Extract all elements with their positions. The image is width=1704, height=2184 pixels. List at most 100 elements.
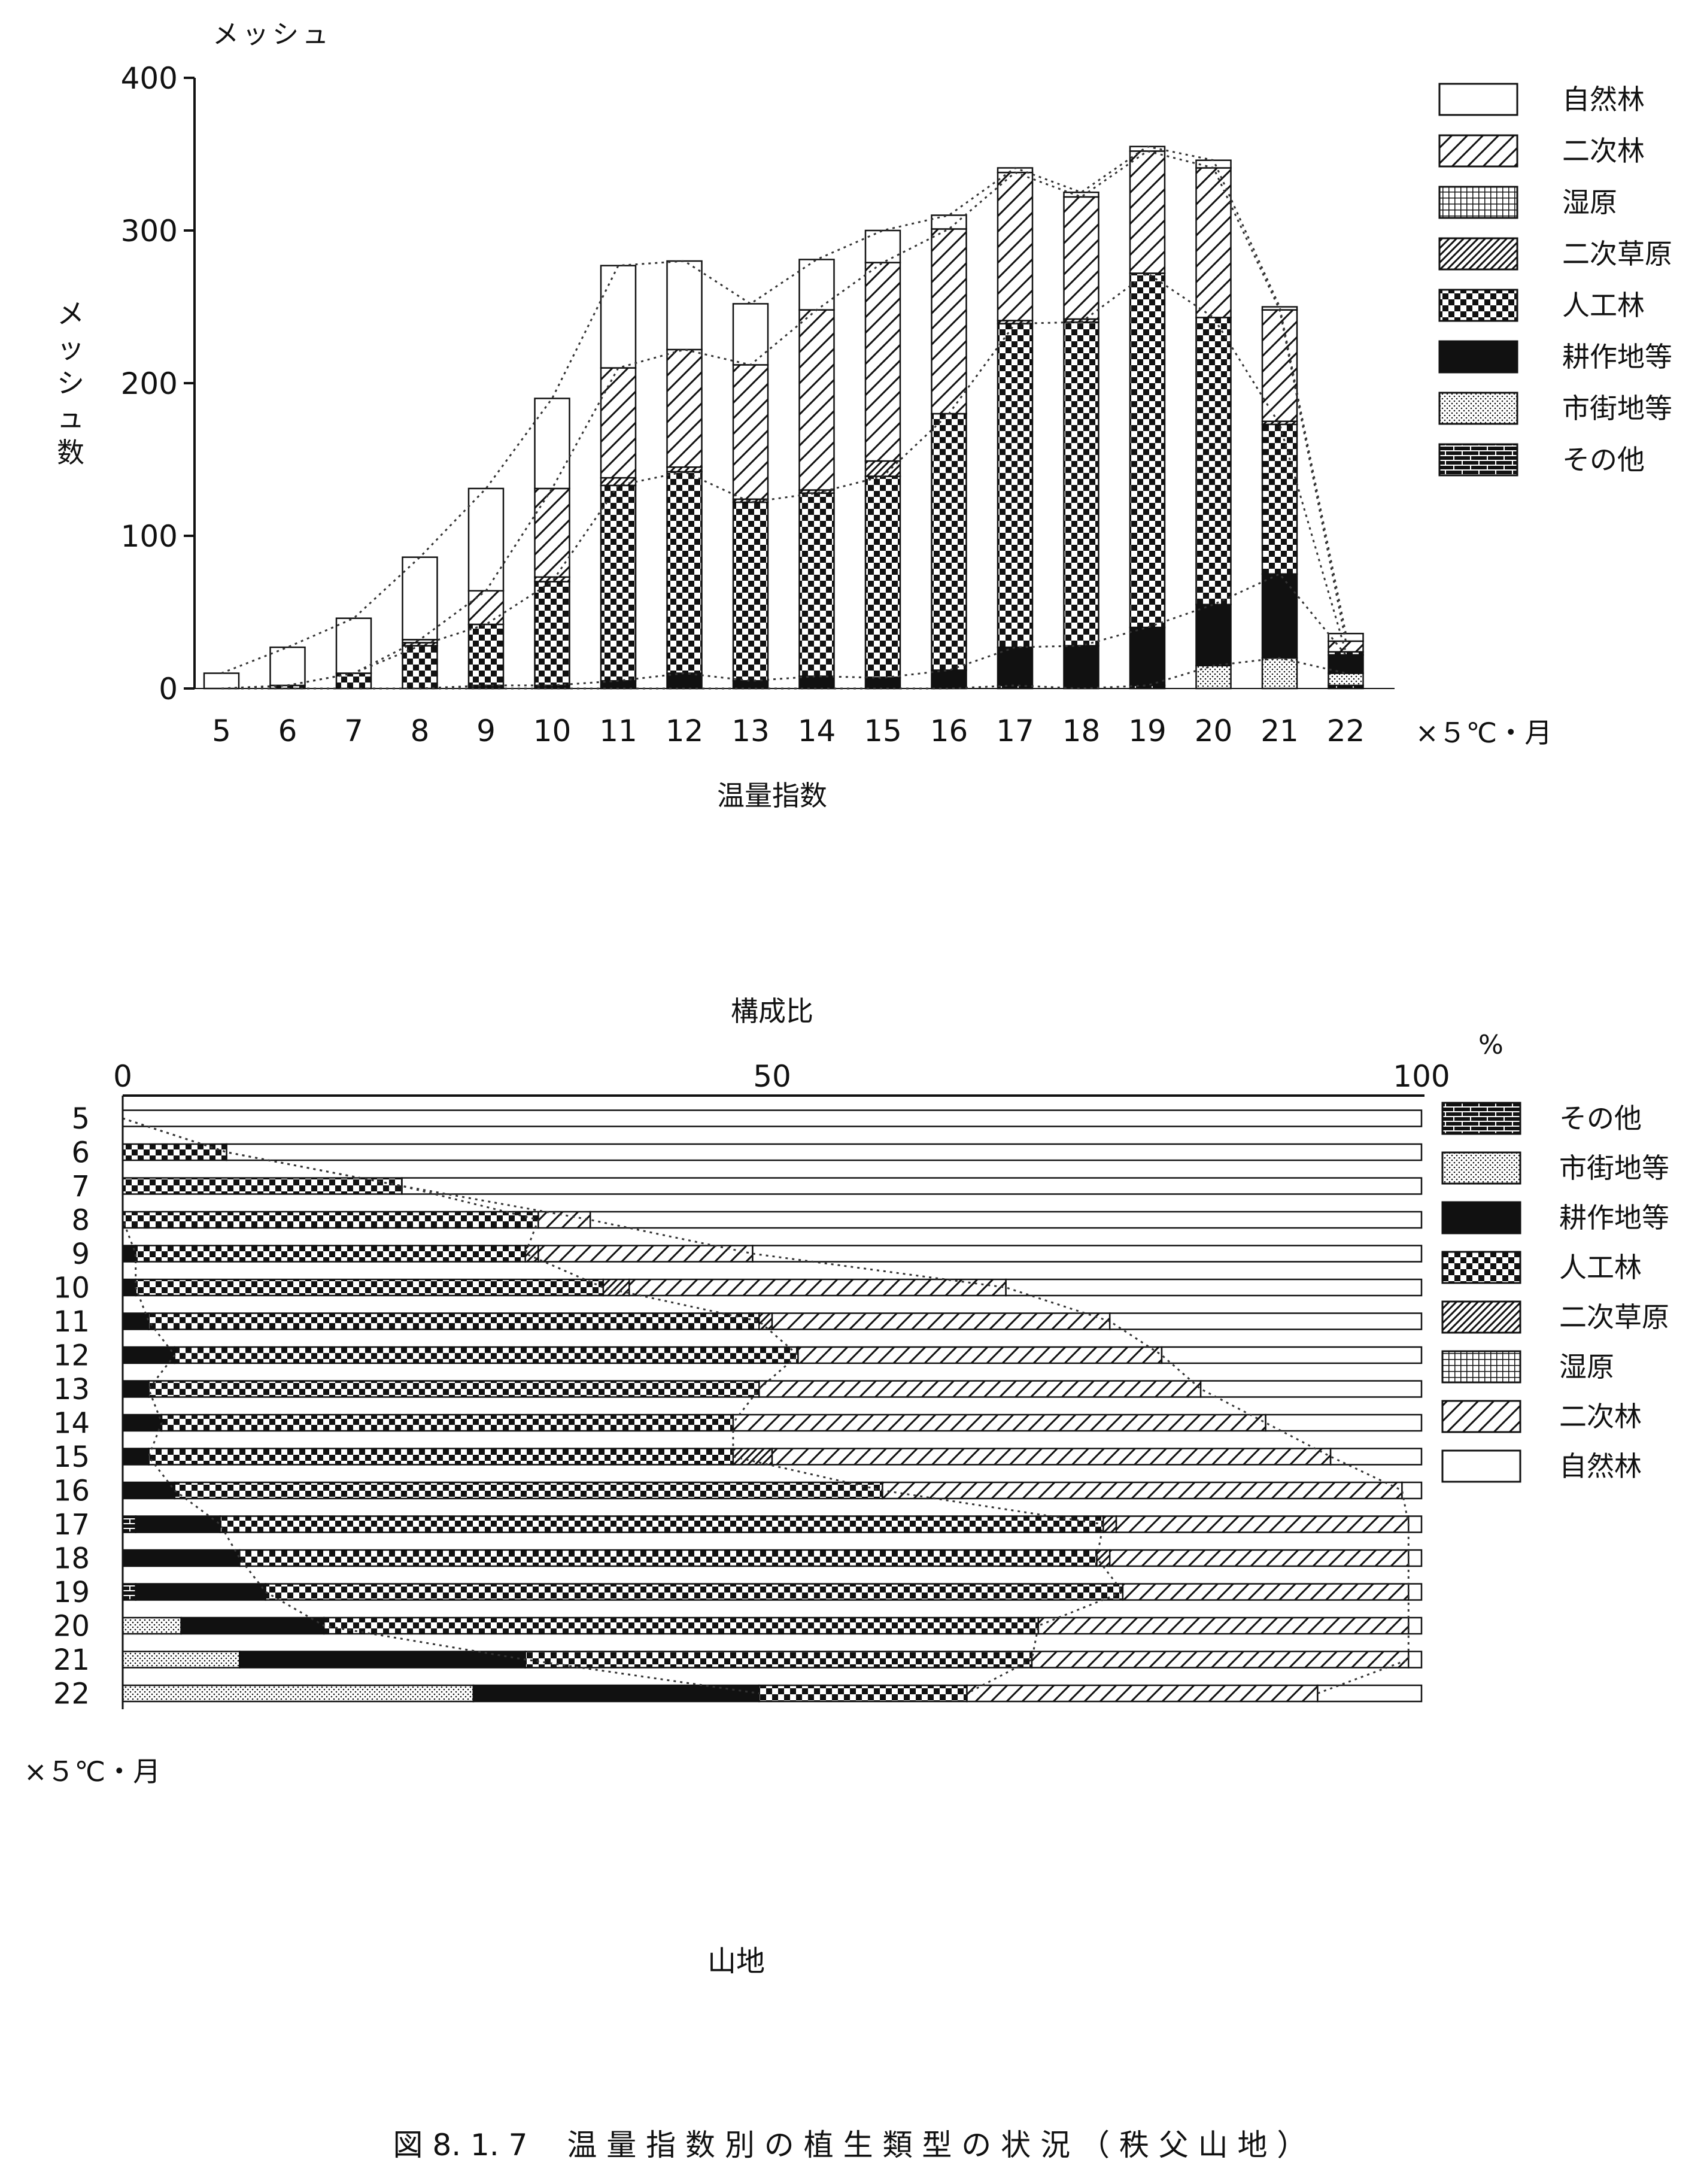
bottom-bar-segment-二次林-22	[966, 1684, 1319, 1703]
bottom-bar-segment-自然林-6	[226, 1143, 1423, 1161]
bottom-bar-segment-二次林-17	[1115, 1515, 1410, 1533]
bottom-bar-segment-人工林-11	[148, 1312, 760, 1330]
top-legend-label: 湿原	[1562, 186, 1617, 219]
top-x-tick-labels: 5 6 7 8 9 10 11 12 13 14 15 16 17 18 19 20 21 22	[212, 714, 1365, 748]
bottom-bar-segment-二次林-11	[771, 1312, 1111, 1330]
top-bar-segment-自然林-5	[203, 672, 240, 690]
top-legend-label: 二次草原	[1562, 238, 1672, 270]
bottom-legend-label: 湿原	[1559, 1351, 1614, 1383]
top-bars	[203, 145, 1364, 690]
top-y-tick-label: 300	[121, 214, 178, 248]
bottom-y-tick-label: 22	[53, 1678, 90, 1711]
bottom-guide-line	[122, 1117, 1125, 1694]
top-guide-line	[221, 145, 1347, 674]
top-cumulative-guides	[221, 145, 1347, 690]
bottom-bar-segment-人工林-18	[239, 1549, 1098, 1567]
bottom-legend-label: 人工林	[1559, 1251, 1642, 1284]
bottom-bar-segment-その他-19	[122, 1583, 136, 1601]
bottom-legend-item-市街地等: 市街地等	[1441, 1151, 1669, 1185]
top-legend-item-人工林: 人工林	[1438, 289, 1645, 322]
bottom-bar-segment-人工林-6	[122, 1143, 227, 1161]
top-legend-label: 人工林	[1562, 289, 1645, 321]
top-x-tick-label: 10	[533, 714, 572, 748]
bottom-title: 構成比	[731, 995, 813, 1027]
horizontal-composition-chart: 構成比 % 0 50 100 567891011121314151617181920…	[24, 995, 1669, 1788]
bottom-bar-segment-耕作地等-21	[239, 1651, 526, 1669]
top-bar-segment-二次林-9	[467, 590, 505, 626]
top-x-tick-label: 18	[1062, 714, 1101, 748]
top-legend-swatch	[1438, 237, 1518, 271]
bottom-bar-segment-耕作地等-16	[122, 1481, 176, 1500]
top-bar-segment-市街地等-22	[1328, 672, 1364, 687]
top-bar-segment-人工林-19	[1129, 272, 1166, 629]
bottom-legend-swatch	[1441, 1251, 1521, 1284]
bottom-legend-item-自然林: 自然林	[1441, 1449, 1642, 1483]
bottom-bar-segment-二次草原-9	[524, 1245, 539, 1263]
bottom-bar-segment-人工林-10	[135, 1278, 605, 1297]
top-bar-segment-耕作地等-19	[1129, 626, 1166, 687]
top-legend-label: 耕作地等	[1562, 341, 1672, 373]
bottom-legend-swatch	[1441, 1350, 1521, 1384]
bottom-legend-swatch	[1441, 1449, 1521, 1483]
bottom-bar-segment-自然林-18	[1408, 1549, 1423, 1567]
bottom-legend-label: その他	[1559, 1102, 1642, 1135]
bottom-bar-segment-自然林-7	[401, 1177, 1423, 1195]
top-bar-segment-耕作地等-15	[864, 677, 901, 690]
top-bar-segment-自然林-8	[402, 556, 438, 641]
bottom-y-tick-label: 14	[53, 1407, 90, 1440]
bottom-bar-segment-人工林-16	[174, 1481, 883, 1500]
top-x-tick-label: 7	[344, 714, 363, 748]
bottom-bar-segment-二次林-21	[1031, 1651, 1410, 1669]
bottom-bar-segment-人工林-21	[524, 1651, 1033, 1669]
top-y-tick-label: 400	[121, 61, 178, 96]
top-legend-item-市街地等: 市街地等	[1438, 392, 1672, 425]
bottom-y-tick-label: 17	[53, 1508, 90, 1542]
bottom-legend-item-二次林: 二次林	[1441, 1400, 1642, 1433]
top-bar-segment-人工林-21	[1261, 423, 1298, 575]
bottom-bar-segment-人工林-9	[135, 1245, 526, 1263]
bottom-bar-segment-耕作地等-12	[122, 1346, 176, 1364]
top-y-tick-label: 100	[121, 519, 178, 554]
bottom-x-tick-labels: 0 50 100	[113, 1059, 1450, 1094]
top-bar-segment-自然林-22	[1328, 632, 1364, 642]
top-bar-segment-自然林-6	[269, 646, 306, 687]
bottom-bar-segment-耕作地等-22	[472, 1684, 760, 1703]
bottom-y-tick-label: 19	[53, 1576, 90, 1609]
bottom-legend-item-その他: その他	[1441, 1102, 1642, 1135]
bottom-legend-label: 自然林	[1559, 1450, 1642, 1482]
bottom-bar-segment-市街地等-20	[122, 1616, 182, 1635]
bottom-bar-segment-自然林-15	[1329, 1448, 1423, 1466]
bottom-y-tick-label: 9	[71, 1237, 90, 1271]
top-legend-item-湿原: 湿原	[1438, 186, 1617, 219]
bottom-bar-segment-人工林-12	[174, 1346, 799, 1364]
bottom-bar-segment-自然林-17	[1408, 1515, 1423, 1533]
top-legend-swatch	[1438, 289, 1518, 322]
bottom-bar-segment-二次林-10	[628, 1278, 1007, 1297]
top-x-tick-label: 11	[599, 714, 637, 748]
top-y-axis-label-char: ュ	[57, 402, 84, 434]
top-legend-swatch	[1438, 83, 1518, 116]
top-y-axis-label-char: シ	[57, 367, 84, 399]
bottom-bar-segment-二次草原-17	[1102, 1515, 1117, 1533]
bottom-legend-label: 耕作地等	[1559, 1202, 1669, 1234]
bottom-bar-segment-二次林-16	[882, 1481, 1403, 1500]
top-unit-label: メッシュ	[212, 19, 332, 50]
bottom-y-tick-label: 15	[53, 1440, 90, 1474]
bottom-bar-segment-耕作地等-11	[122, 1312, 150, 1330]
top-bar-segment-自然林-9	[467, 487, 505, 592]
bottom-legend-swatch	[1441, 1151, 1521, 1185]
top-bar-segment-耕作地等-11	[600, 680, 637, 690]
top-guide-line	[221, 572, 1347, 690]
bottom-y-tick-label: 16	[53, 1475, 90, 1508]
top-legend-label: 自然林	[1562, 83, 1645, 116]
bottom-y-tick-label: 6	[71, 1136, 90, 1170]
top-legend-swatch	[1438, 392, 1518, 425]
top-bar-segment-人工林-17	[997, 323, 1034, 648]
top-y-axis-label-char: メ	[57, 298, 84, 330]
top-legend-item-二次草原: 二次草原	[1438, 237, 1672, 271]
bottom-y-tick-label: 13	[53, 1373, 90, 1406]
top-legend-item-耕作地等: 耕作地等	[1438, 340, 1672, 374]
bottom-y-tick-label: 18	[53, 1542, 90, 1576]
